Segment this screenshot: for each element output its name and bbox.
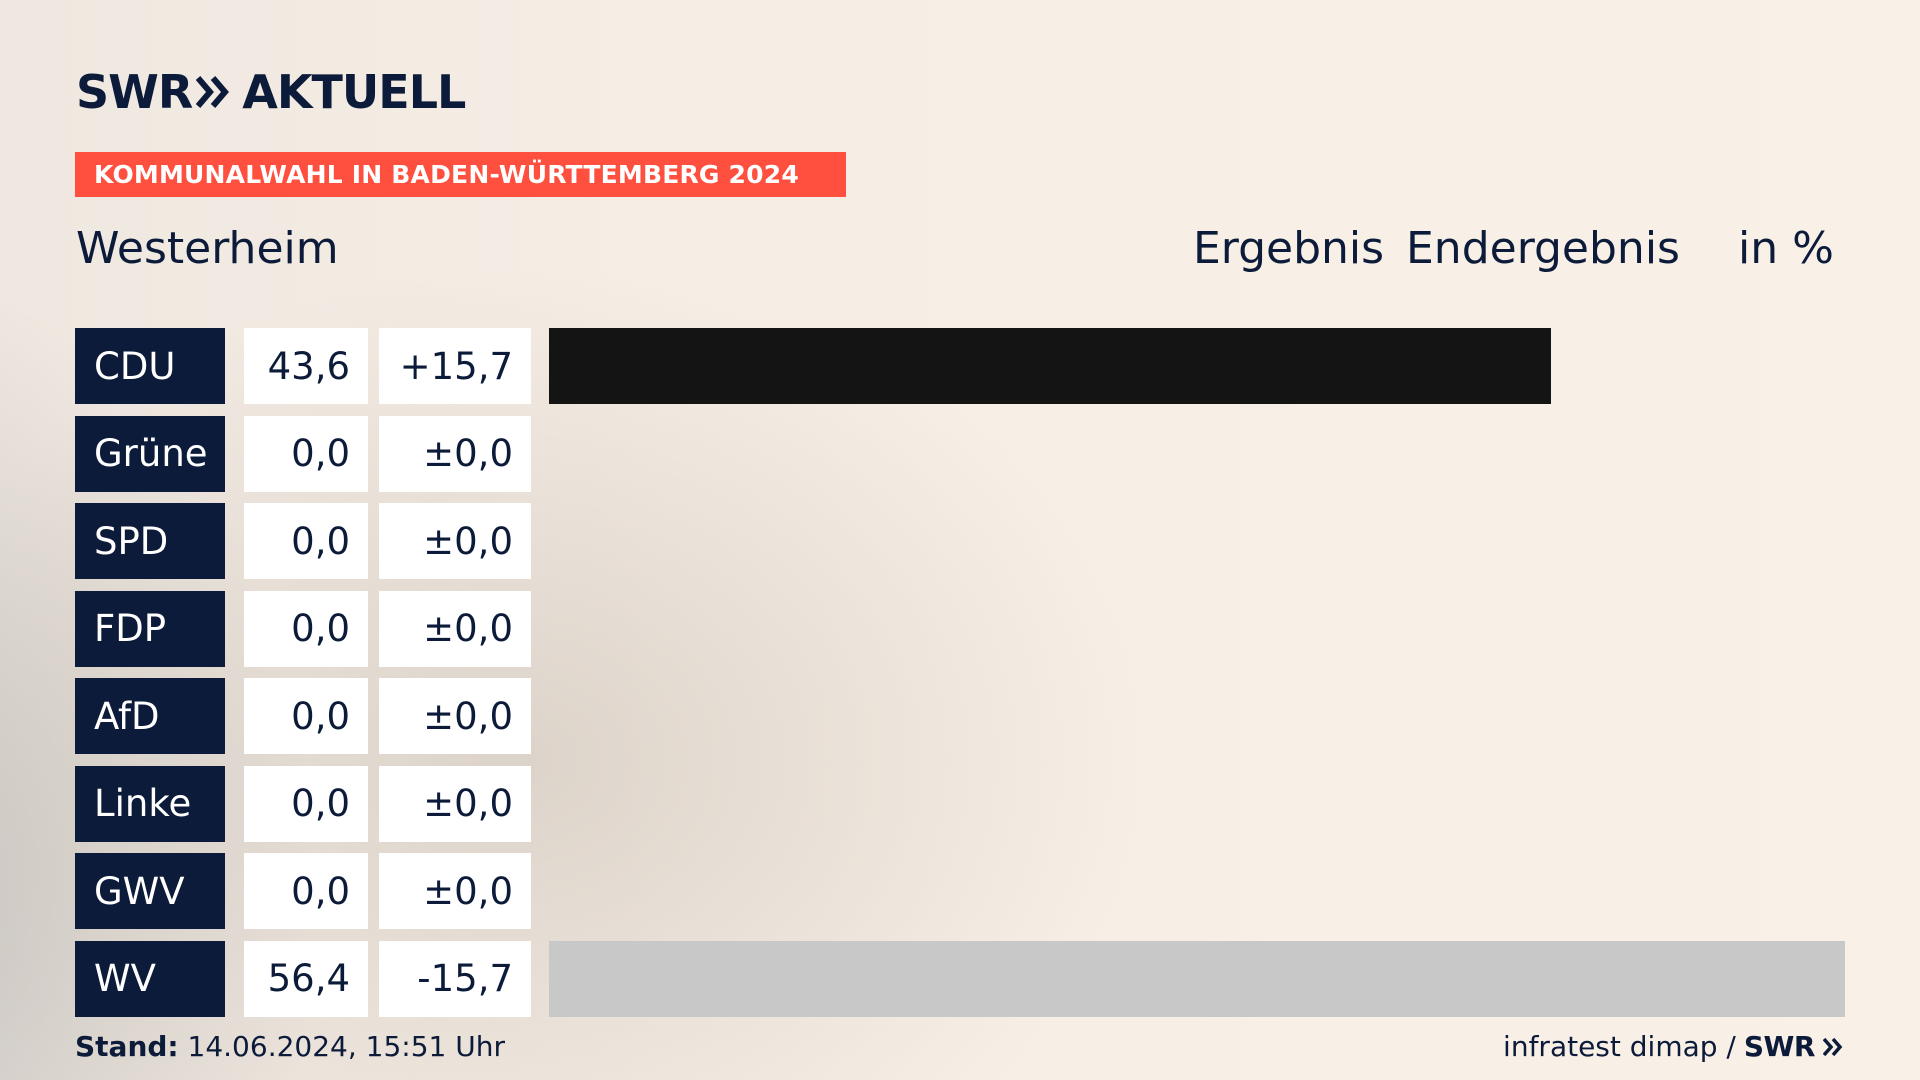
election-banner: KOMMUNALWAHL IN BADEN-WÜRTTEMBERG 2024 <box>75 152 846 197</box>
result-row: FDP 0,0 ±0,0 <box>0 590 1920 667</box>
header-unit: in % <box>1738 223 1834 274</box>
result-diff: ±0,0 <box>379 503 531 579</box>
logo-product: AKTUELL <box>242 65 466 119</box>
header-endergebnis: Endergebnis <box>1406 223 1680 274</box>
result-row: GWV 0,0 ±0,0 <box>0 853 1920 929</box>
source-credit: infratest dimap / SWR <box>1503 1030 1845 1063</box>
party-label: CDU <box>75 328 225 404</box>
header-ergebnis: Ergebnis <box>1193 223 1385 274</box>
result-row: Linke 0,0 ±0,0 <box>0 765 1920 842</box>
source-text: infratest dimap / <box>1503 1030 1736 1063</box>
result-diff: ±0,0 <box>379 590 531 667</box>
double-chevron-icon <box>196 76 230 108</box>
result-value: 0,0 <box>244 678 368 754</box>
result-diff: ±0,0 <box>379 853 531 929</box>
result-row: WV 56,4 -15,7 <box>0 940 1920 1017</box>
result-value: 0,0 <box>244 415 368 492</box>
party-label: FDP <box>75 590 225 667</box>
result-bar <box>549 940 1845 1017</box>
result-value: 43,6 <box>244 328 368 404</box>
result-row: CDU 43,6 +15,7 <box>0 328 1920 404</box>
result-value: 0,0 <box>244 853 368 929</box>
result-diff: ±0,0 <box>379 765 531 842</box>
result-diff: ±0,0 <box>379 415 531 492</box>
logo-brand: SWR <box>76 65 193 119</box>
swr-aktuell-logo: SWR AKTUELL <box>76 65 466 119</box>
party-label: Linke <box>75 765 225 842</box>
result-bar <box>549 328 1551 404</box>
stand-label: Stand: <box>75 1030 179 1063</box>
party-label: AfD <box>75 678 225 754</box>
party-label: SPD <box>75 503 225 579</box>
double-chevron-icon <box>1823 1037 1843 1056</box>
result-value: 0,0 <box>244 765 368 842</box>
result-row: SPD 0,0 ±0,0 <box>0 503 1920 579</box>
stand-value: 14.06.2024, 15:51 Uhr <box>187 1030 505 1063</box>
result-row: AfD 0,0 ±0,0 <box>0 678 1920 754</box>
result-value: 56,4 <box>244 940 368 1017</box>
party-label: GWV <box>75 853 225 929</box>
result-diff: -15,7 <box>379 940 531 1017</box>
timestamp: Stand: 14.06.2024, 15:51 Uhr <box>75 1030 505 1063</box>
result-row: Grüne 0,0 ±0,0 <box>0 415 1920 492</box>
result-diff: ±0,0 <box>379 678 531 754</box>
result-diff: +15,7 <box>379 328 531 404</box>
party-label: WV <box>75 940 225 1017</box>
result-value: 0,0 <box>244 590 368 667</box>
place-title: Westerheim <box>76 223 339 274</box>
party-label: Grüne <box>75 415 225 492</box>
result-value: 0,0 <box>244 503 368 579</box>
footer-brand: SWR <box>1743 1030 1816 1063</box>
